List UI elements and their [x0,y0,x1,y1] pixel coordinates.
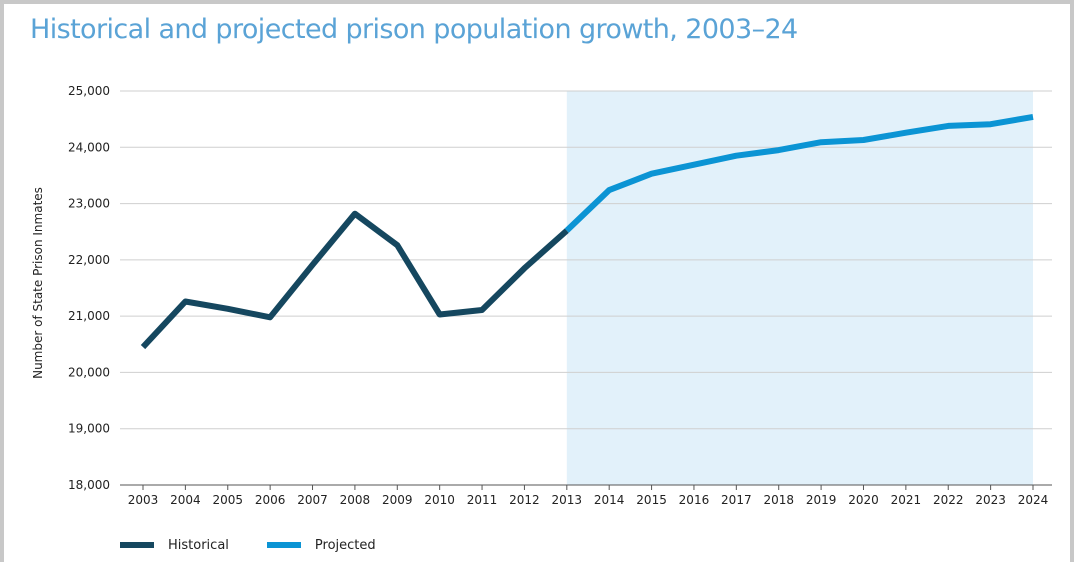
x-tick-label: 2018 [763,493,794,507]
x-tick-label: 2008 [340,493,371,507]
x-tick-label: 2021 [891,493,922,507]
y-tick-label: 24,000 [68,140,110,154]
y-tick-label: 21,000 [68,309,110,323]
y-tick-label: 19,000 [68,422,110,436]
x-tick-label: 2022 [933,493,964,507]
x-tick-label: 2005 [212,493,243,507]
x-tick-label: 2016 [679,493,710,507]
projection-shaded-region [566,91,1033,485]
x-tick-label: 2003 [128,493,159,507]
y-tick-label: 22,000 [68,253,110,267]
chart-title: Historical and projected prison populati… [30,14,798,45]
y-axis-label: Number of State Prison Inmates [31,187,45,379]
legend-item-historical: Historical [120,538,229,553]
x-tick-label: 2024 [1018,493,1049,507]
x-tick-label: 2010 [424,493,455,507]
x-tick-label: 2012 [509,493,540,507]
x-tick-label: 2014 [594,493,625,507]
y-tick-label: 18,000 [68,478,110,492]
x-tick-label: 2006 [255,493,286,507]
y-tick-label: 25,000 [68,84,110,98]
legend-item-projected: Projected [266,537,376,553]
legend-swatch-historical [120,542,154,548]
x-tick-label: 2013 [552,493,583,507]
x-tick-label: 2007 [297,493,328,507]
y-tick-label: 23,000 [68,197,110,211]
x-tick-label: 2009 [382,493,413,507]
legend: Historical Projected [120,535,414,555]
legend-label-projected: Projected [314,537,376,553]
x-tick-label: 2015 [636,493,667,507]
legend-swatch-projected [266,542,301,548]
x-tick-label: 2011 [467,493,498,507]
x-tick-label: 2020 [848,493,879,507]
legend-label-historical: Historical [168,537,229,553]
projected-series-line [564,113,1034,233]
x-tick-label: 2023 [975,493,1006,507]
x-tick-label: 2019 [806,493,837,507]
historical-series-line [140,210,569,350]
x-tick-label: 2017 [721,493,752,507]
y-tick-label: 20,000 [68,365,110,379]
x-tick-label: 2004 [170,493,201,507]
